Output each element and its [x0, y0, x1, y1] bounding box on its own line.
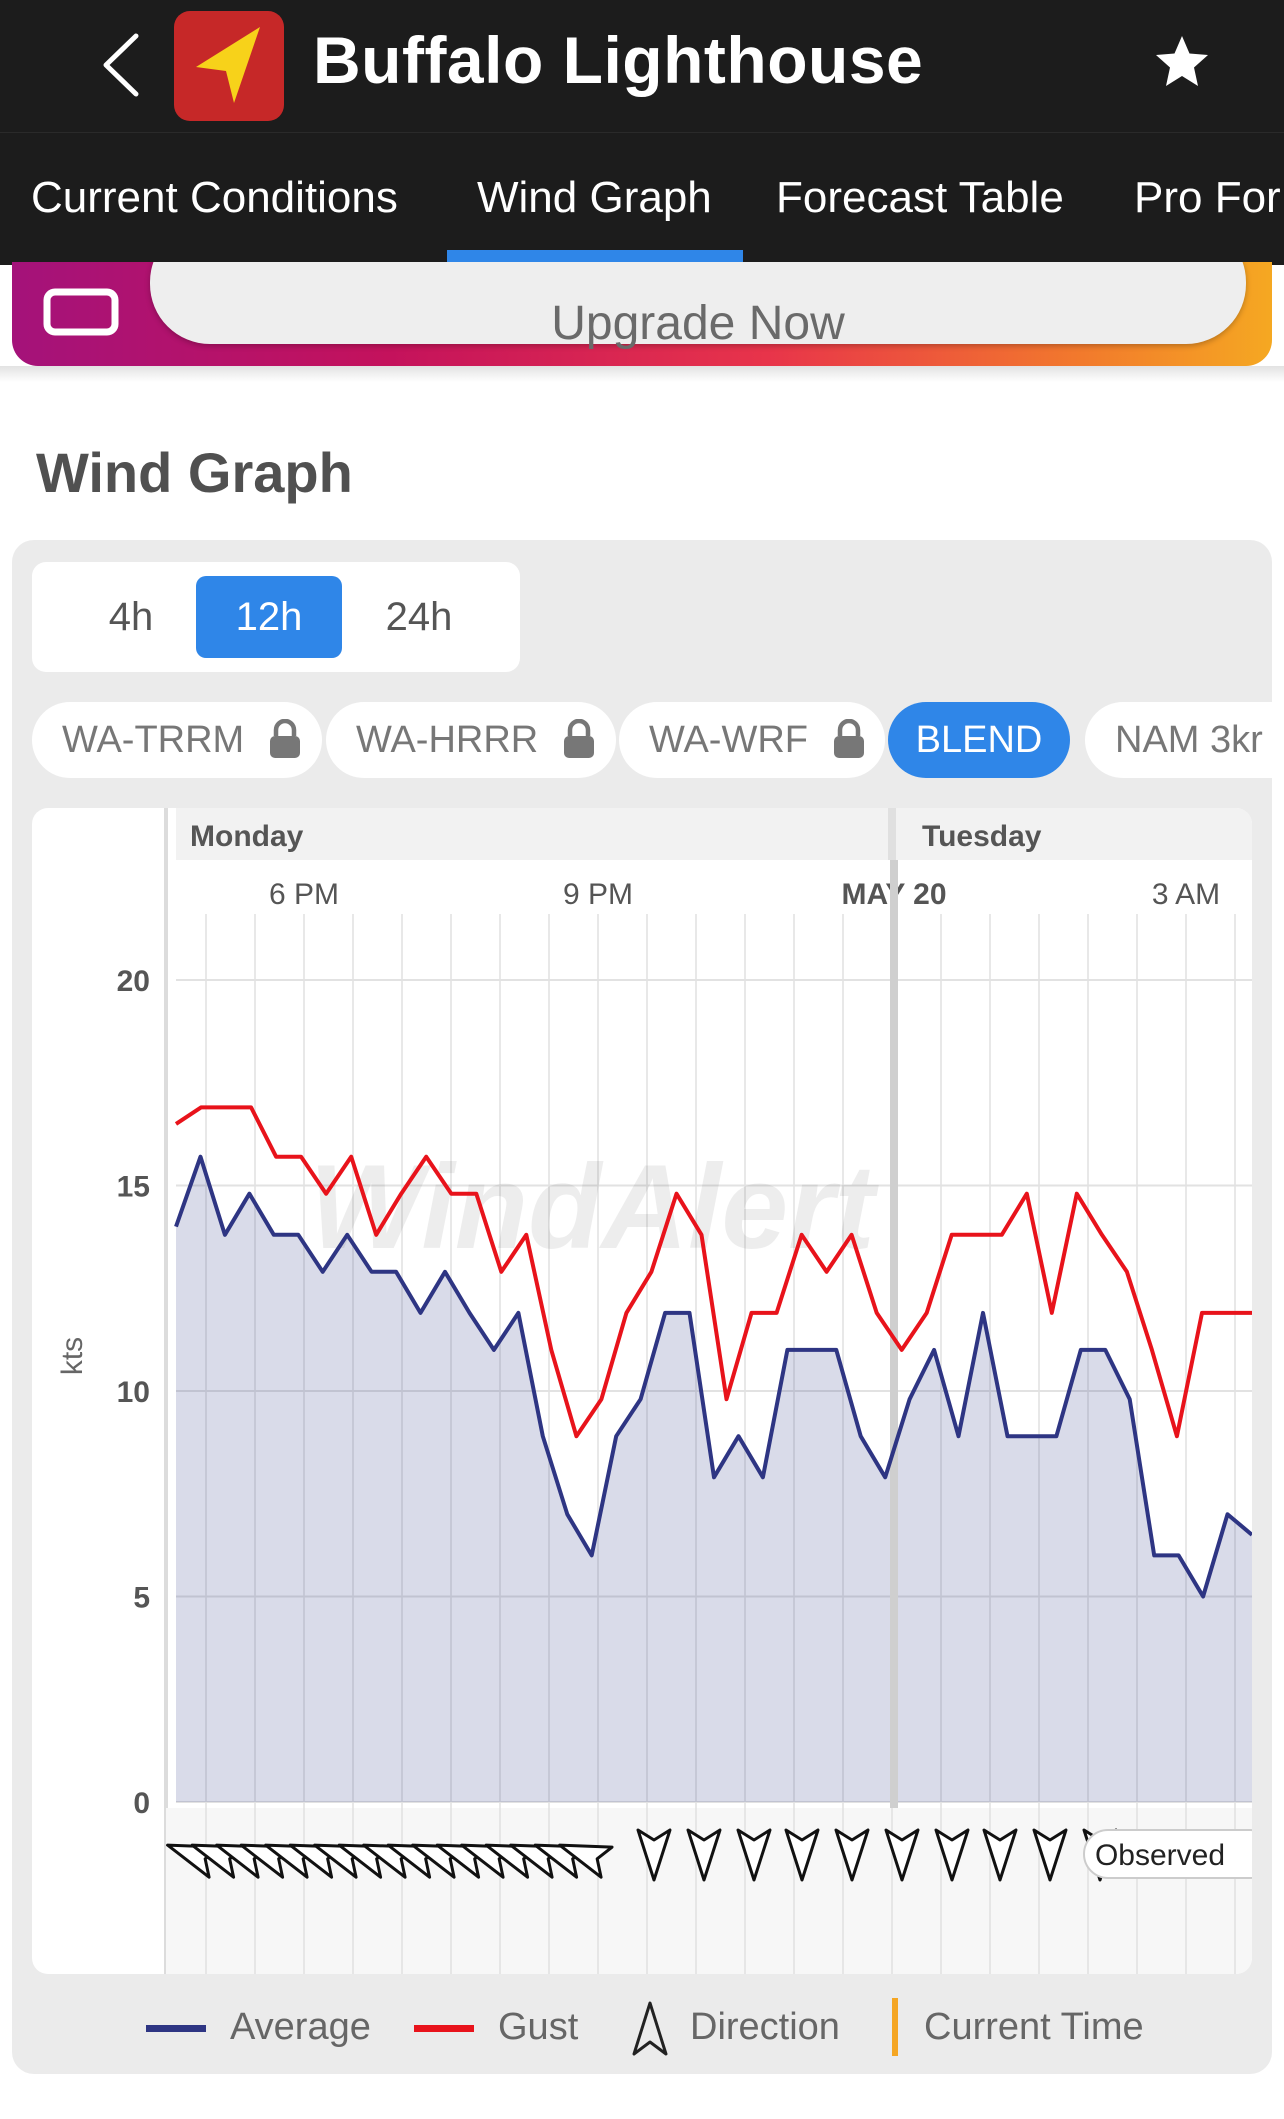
- time-label: 9 PM: [563, 878, 633, 911]
- direction-arrows: [166, 1828, 1118, 1882]
- observed-label: Observed: [1095, 1839, 1225, 1872]
- model-chip-wa-trrm[interactable]: WA-TRRM: [32, 702, 322, 778]
- legend-average-swatch: [146, 2025, 206, 2032]
- direction-arrow-icon: [686, 1828, 722, 1882]
- direction-arrow-icon: [784, 1828, 820, 1882]
- chart-legend: Average Gust Direction Current Time: [12, 1992, 1272, 2062]
- current-time-line: [890, 860, 898, 1974]
- wind-graph-panel: 4h 12h 24h WA-TRRM WA-HRRR WA-WRF BLEND …: [12, 540, 1284, 2074]
- average-line: [174, 1154, 1252, 1599]
- tab-forecast-table[interactable]: Forecast Table: [776, 173, 1064, 222]
- y-tick-label: 10: [117, 1376, 150, 1409]
- tab-bar: Current Conditions Wind Graph Forecast T…: [0, 132, 1284, 265]
- direction-arrow-icon: [632, 2001, 668, 2056]
- model-chip-label: WA-WRF: [649, 719, 808, 761]
- range-24h-button[interactable]: 24h: [385, 595, 453, 639]
- y-tick-label: 15: [117, 1171, 150, 1204]
- tab-pro-forecast[interactable]: Pro For: [1134, 173, 1281, 222]
- chevron-left-icon[interactable]: [92, 30, 156, 100]
- y-axis-label: kts: [56, 1337, 89, 1375]
- legend-current-time-label: Current Time: [924, 2006, 1144, 2048]
- star-icon[interactable]: [1150, 30, 1214, 94]
- y-tick-label: 5: [133, 1582, 150, 1615]
- day-separator: [888, 808, 896, 860]
- direction-arrow-icon: [636, 1828, 672, 1882]
- lock-icon: [563, 718, 594, 758]
- model-chip-wa-wrf[interactable]: WA-WRF: [619, 702, 885, 778]
- tab-current-conditions[interactable]: Current Conditions: [31, 173, 398, 222]
- upgrade-banner: Upgrade Now: [12, 262, 1272, 366]
- legend-gust-label: Gust: [498, 2006, 579, 2048]
- y-tick-label: 20: [117, 965, 150, 998]
- direction-arrow-icon: [884, 1828, 920, 1882]
- banner-shadow: [0, 366, 1284, 382]
- lock-icon: [833, 718, 864, 758]
- legend-average-label: Average: [230, 2006, 371, 2048]
- model-chip-nam-3km[interactable]: NAM 3kr: [1085, 702, 1284, 778]
- lock-icon: [269, 718, 300, 758]
- direction-arrow-icon: [558, 1843, 614, 1879]
- app-header: Buffalo Lighthouse: [0, 0, 1284, 132]
- time-label: 6 PM: [269, 878, 339, 911]
- direction-arrow-icon: [736, 1828, 772, 1882]
- direction-arrow-icon: [834, 1828, 870, 1882]
- page-title: Buffalo Lighthouse: [313, 23, 924, 97]
- range-4h-button[interactable]: 4h: [108, 595, 154, 639]
- range-12h-button[interactable]: 12h: [196, 576, 342, 658]
- section-title: Wind Graph: [36, 441, 353, 504]
- wind-chart: Monday Tuesday 0 5 10 15 20 kts 6 PM 9 PM MAY 20 3 …: [32, 808, 1252, 1974]
- watermark: WindAlert: [309, 1140, 880, 1274]
- model-chip-label: WA-TRRM: [62, 719, 245, 761]
- legend-direction-label: Direction: [690, 2006, 840, 2048]
- observed-pill: [1083, 1829, 1252, 1879]
- day-label: Monday: [190, 820, 304, 853]
- day-header-strip: [176, 808, 1252, 860]
- time-label: 3 AM: [1152, 878, 1220, 911]
- upgrade-now-button[interactable]: Upgrade Now: [150, 262, 1246, 350]
- day-label: Tuesday: [922, 820, 1042, 853]
- gift-icon: [43, 288, 119, 336]
- y-tick-label: 0: [133, 1787, 150, 1820]
- model-chip-wa-hrrr[interactable]: WA-HRRR: [326, 702, 616, 778]
- observed-marker: Observed: [1083, 1829, 1252, 1879]
- direction-arrow-icon: [982, 1828, 1018, 1882]
- active-tab-indicator: [447, 250, 743, 262]
- legend-current-time-swatch: [892, 1998, 898, 2056]
- wind-arrow-logo-icon: [174, 11, 284, 121]
- model-chip-blend[interactable]: BLEND: [888, 702, 1070, 778]
- direction-arrow-icon: [1032, 1828, 1068, 1882]
- direction-arrow-icon: [934, 1828, 970, 1882]
- tab-wind-graph[interactable]: Wind Graph: [477, 173, 712, 222]
- range-selector: 4h 12h 24h: [32, 562, 520, 672]
- gust-line: [174, 1105, 1252, 1439]
- model-chip-label: WA-HRRR: [356, 719, 539, 761]
- legend-gust-swatch: [414, 2025, 474, 2032]
